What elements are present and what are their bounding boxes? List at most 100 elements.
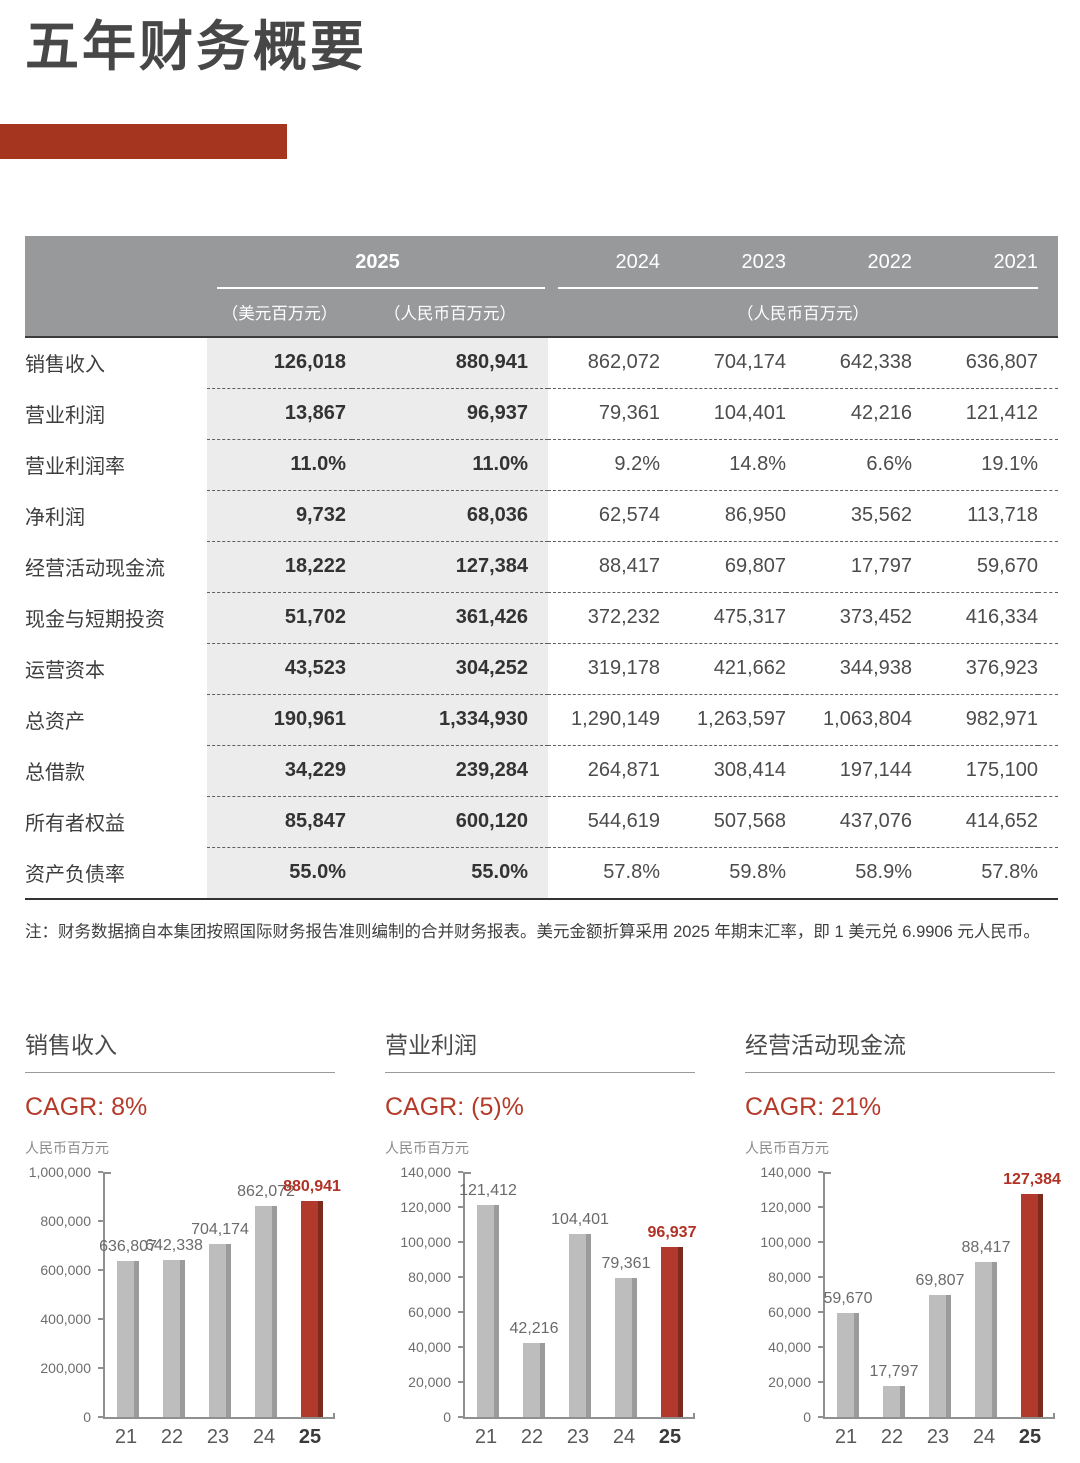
cell-usd-2025: 9,732	[207, 490, 352, 542]
chart-unit-label: 人民币百万元	[745, 1139, 829, 1156]
y-axis-tick	[818, 1240, 823, 1243]
row-end-pad	[1038, 694, 1058, 746]
row-end-pad	[1038, 439, 1058, 491]
x-axis-label: 25	[298, 1425, 322, 1448]
y-axis-label: 120,000	[400, 1198, 451, 1215]
cell-2022: 35,562	[786, 490, 912, 542]
x-axis-label: 22	[160, 1425, 184, 1448]
y-axis-label: 20,000	[768, 1373, 811, 1390]
bar-slot: 121,412	[459, 1172, 517, 1417]
bar-25	[301, 1200, 323, 1417]
table-header: 2025 2024 2023 2022 2021 （美元百万元） （人民币百万元…	[25, 235, 1058, 337]
bar-slot: 79,361	[601, 1172, 651, 1417]
cell-rmb-2025: 55.0%	[352, 847, 548, 900]
bar-slot: 880,941	[283, 1172, 341, 1417]
cell-2023: 507,568	[660, 796, 786, 848]
x-axis-label: 21	[114, 1425, 138, 1448]
y-axis-label: 1,000,000	[28, 1163, 91, 1180]
y-axis-label: 800,000	[40, 1212, 91, 1229]
cell-2023: 14.8%	[660, 439, 786, 491]
y-axis-tick	[98, 1170, 103, 1173]
cell-rmb-2025: 600,120	[352, 796, 548, 848]
table-row: 所有者权益 85,847 600,120 544,619 507,568 437,076 4…	[25, 796, 1058, 848]
table-header-units-row: （美元百万元） （人民币百万元） （人民币百万元）	[25, 288, 1058, 337]
x-axis-label: 21	[474, 1425, 498, 1448]
cell-2024: 372,232	[548, 592, 660, 644]
bar-slot: 127,384	[1003, 1171, 1061, 1417]
cell-2022: 1,063,804	[786, 694, 912, 746]
row-label: 运营资本	[25, 660, 105, 682]
plot-area: 121,412 42,216 104,401 79,361 96,937	[459, 1171, 696, 1419]
cell-2021: 57.8%	[912, 847, 1038, 900]
bar-24	[255, 1205, 277, 1417]
y-axis-tick	[818, 1205, 823, 1208]
y-axis-tick	[98, 1366, 103, 1369]
y-axis-label: 400,000	[40, 1310, 91, 1327]
y-axis-label: 0	[83, 1408, 91, 1425]
x-axis-label: 23	[566, 1425, 590, 1448]
y-axis-tick	[98, 1317, 103, 1320]
chart-cagr: CAGR: (5)%	[385, 1092, 524, 1121]
chart-unit-label: 人民币百万元	[25, 1139, 109, 1156]
table-row: 资产负债率 55.0% 55.0% 57.8% 59.8% 58.9% 57.8%	[25, 847, 1058, 900]
bar-value-label: 880,941	[283, 1177, 341, 1195]
cell-usd-2025: 11.0%	[207, 439, 352, 491]
page-title: 五年财务概要	[25, 17, 367, 77]
chart-plot: 140,000 120,000 100,000 80,000 60,000 40,000 2…	[385, 1164, 696, 1425]
x-axis-label: 24	[252, 1425, 276, 1448]
cell-2023: 104,401	[660, 388, 786, 440]
cell-rmb-2025: 68,036	[352, 490, 548, 542]
year-2023-header: 2023	[660, 235, 786, 289]
table-row: 销售收入 126,018 880,941 862,072 704,174 642,338 6…	[25, 335, 1058, 389]
cell-2023: 704,174	[660, 335, 786, 389]
row-end-pad	[1038, 490, 1058, 542]
y-axis-tick	[458, 1380, 463, 1383]
row-end-pad	[1038, 643, 1058, 695]
cell-2021: 982,971	[912, 694, 1038, 746]
bar-value-label: 121,412	[459, 1181, 517, 1199]
row-label: 现金与短期投资	[25, 609, 165, 631]
y-axis-label: 0	[443, 1408, 451, 1425]
bar-22	[163, 1259, 185, 1417]
bar-22	[883, 1385, 905, 1417]
bar-25	[661, 1246, 683, 1417]
cell-2022: 58.9%	[786, 847, 912, 900]
cell-2023: 475,317	[660, 592, 786, 644]
bar-value-label: 636,807	[99, 1237, 157, 1255]
table-header-years-row: 2025 2024 2023 2022 2021	[25, 235, 1058, 289]
footnote: 注：财务数据摘自本集团按照国际财务报告准则编制的合并财务报表。美元金额折算采用 …	[25, 922, 1040, 941]
row-label: 资产负债率	[25, 847, 207, 900]
bar-23	[209, 1243, 231, 1417]
cell-2021: 59,670	[912, 541, 1038, 593]
cell-2022: 344,938	[786, 643, 912, 695]
y-axis-tick	[458, 1310, 463, 1313]
header-spacer	[25, 235, 207, 289]
row-label: 经营活动现金流	[25, 558, 165, 580]
y-axis-tick	[458, 1275, 463, 1278]
y-axis-label: 60,000	[408, 1303, 451, 1320]
row-end-pad	[1038, 541, 1058, 593]
cell-2022: 642,338	[786, 335, 912, 389]
y-axis-label: 80,000	[768, 1268, 811, 1285]
x-axis-label: 23	[206, 1425, 230, 1448]
row-label: 总借款	[25, 762, 85, 784]
bar-25	[1021, 1193, 1043, 1417]
bar-value-label: 79,361	[601, 1254, 651, 1272]
row-label: 营业利润率	[25, 456, 125, 478]
bar-value-label: 104,401	[551, 1210, 609, 1228]
y-axis-tick	[98, 1219, 103, 1222]
bar-value-label: 642,338	[145, 1236, 203, 1254]
title-accent-bar	[0, 123, 287, 159]
y-axis-tick	[98, 1268, 103, 1271]
cell-2022: 373,452	[786, 592, 912, 644]
bar-23	[929, 1294, 951, 1417]
bar-24	[975, 1261, 997, 1417]
cell-2024: 544,619	[548, 796, 660, 848]
chart-title: 销售收入	[25, 1026, 335, 1073]
x-axis: 21 22 23 24 25	[103, 1426, 333, 1449]
y-axis-label: 100,000	[400, 1233, 451, 1250]
cell-2021: 376,923	[912, 643, 1038, 695]
y-axis-tick	[98, 1415, 103, 1418]
table-row: 净利润 9,732 68,036 62,574 86,950 35,562 113,718	[25, 490, 1058, 542]
bar-slot: 96,937	[648, 1172, 696, 1417]
